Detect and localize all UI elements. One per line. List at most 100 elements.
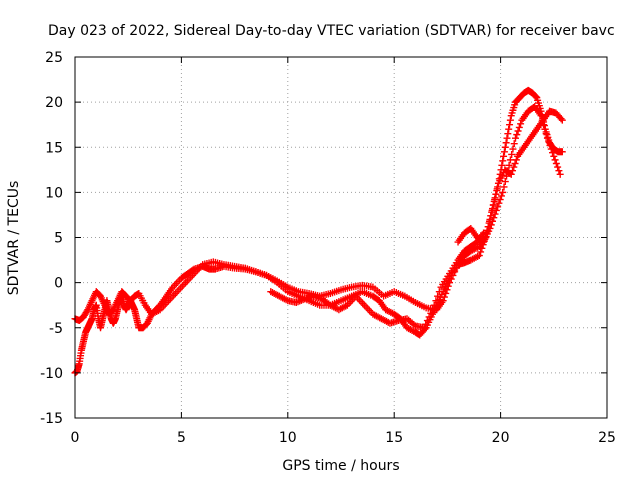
series-track-d xyxy=(454,103,564,246)
data-point-marker xyxy=(507,170,515,178)
data-point-marker xyxy=(505,125,513,133)
y-tick-label: -10 xyxy=(40,366,63,382)
data-point-marker xyxy=(493,185,501,193)
axis-ticks: 0 5 10 15 20 25 -15 -10 -5 0 5 10 15 20 25 xyxy=(40,50,616,446)
data-point-marker xyxy=(558,148,566,156)
data-point-marker xyxy=(551,156,559,164)
data-point-marker xyxy=(557,115,565,123)
data-point-marker xyxy=(550,152,558,160)
data-point-marker xyxy=(506,156,514,164)
data-point-marker xyxy=(510,163,518,171)
data-point-marker xyxy=(451,268,459,276)
data-point-marker xyxy=(443,286,451,294)
chart-title: Day 023 of 2022, Sidereal Day-to-day VTE… xyxy=(48,23,615,39)
data-point-marker xyxy=(515,123,523,131)
data-point-marker xyxy=(486,224,494,232)
x-tick-label: 15 xyxy=(385,430,403,446)
y-axis-label: SDTVAR / TECUs xyxy=(6,181,22,296)
data-point-marker xyxy=(446,279,454,287)
data-point-marker xyxy=(540,121,548,129)
data-point-marker xyxy=(489,217,497,225)
y-tick-label: 20 xyxy=(45,95,63,111)
data-point-marker xyxy=(442,289,450,297)
data-point-marker xyxy=(511,159,519,167)
data-point-marker xyxy=(430,301,438,309)
data-point-marker xyxy=(558,116,566,124)
data-point-marker xyxy=(444,282,452,290)
data-point-marker xyxy=(501,178,509,186)
data-point-marker xyxy=(489,201,497,209)
data-point-marker xyxy=(478,244,486,252)
data-point-marker xyxy=(491,210,499,218)
data-point-marker xyxy=(434,292,442,300)
data-point-marker xyxy=(422,320,430,328)
data-point-marker xyxy=(514,127,522,135)
data-point-marker xyxy=(492,190,500,198)
data-point-marker xyxy=(498,161,506,169)
data-point-marker xyxy=(506,121,514,129)
data-point-marker xyxy=(420,324,428,332)
data-point-marker xyxy=(511,134,519,142)
data-point-marker xyxy=(496,196,504,204)
x-tick-label: 5 xyxy=(177,430,186,446)
y-tick-label: 5 xyxy=(54,231,63,247)
data-point-marker xyxy=(532,93,540,101)
data-point-marker xyxy=(499,157,507,165)
data-point-marker xyxy=(506,116,514,124)
data-point-marker xyxy=(541,125,549,133)
data-point-marker xyxy=(495,199,503,207)
data-point-marker xyxy=(439,297,447,305)
data-point-marker xyxy=(513,131,521,139)
data-point-marker xyxy=(497,192,505,200)
x-axis-label: GPS time / hours xyxy=(282,458,399,474)
data-point-marker xyxy=(429,306,437,314)
data-point-marker xyxy=(545,138,553,146)
data-point-marker xyxy=(555,167,563,175)
data-point-marker xyxy=(425,313,433,321)
data-point-marker xyxy=(542,130,550,138)
data-point-marker xyxy=(538,116,546,124)
y-tick-label: 15 xyxy=(45,140,63,156)
data-point-marker xyxy=(546,141,554,149)
x-tick-label: 25 xyxy=(598,430,616,446)
data-point-marker xyxy=(440,293,448,301)
data-points xyxy=(71,86,566,377)
data-point-marker xyxy=(504,167,512,175)
data-point-marker xyxy=(490,214,498,222)
data-point-marker xyxy=(500,148,508,156)
data-point-marker xyxy=(492,206,500,214)
data-point-marker xyxy=(423,317,431,325)
data-point-marker xyxy=(427,309,435,317)
data-point-marker xyxy=(512,156,520,164)
data-point-marker xyxy=(509,145,517,153)
data-point-marker xyxy=(432,297,440,305)
data-point-marker xyxy=(547,145,555,153)
data-point-marker xyxy=(500,152,508,160)
data-point-marker xyxy=(480,229,488,237)
data-point-marker xyxy=(503,134,511,142)
y-tick-label: -15 xyxy=(40,411,63,427)
data-point-marker xyxy=(556,170,564,178)
data-point-marker xyxy=(503,172,511,180)
data-point-marker xyxy=(552,159,560,167)
data-point-marker xyxy=(435,288,443,296)
data-point-marker xyxy=(487,221,495,229)
data-point-marker xyxy=(477,248,485,256)
series-track-b xyxy=(71,107,566,325)
data-point-marker xyxy=(499,188,507,196)
data-point-marker xyxy=(549,149,557,157)
grid-lines xyxy=(75,57,607,418)
data-point-marker xyxy=(502,139,510,147)
data-point-marker xyxy=(543,134,551,142)
data-point-marker xyxy=(505,161,513,169)
data-point-marker xyxy=(494,203,502,211)
data-point-marker xyxy=(500,183,508,191)
data-point-marker xyxy=(504,130,512,138)
y-tick-label: 0 xyxy=(54,276,63,292)
y-tick-label: -5 xyxy=(49,321,63,337)
data-point-marker xyxy=(554,163,562,171)
data-point-marker xyxy=(508,150,516,158)
data-point-marker xyxy=(537,112,545,120)
data-point-marker xyxy=(501,143,509,151)
